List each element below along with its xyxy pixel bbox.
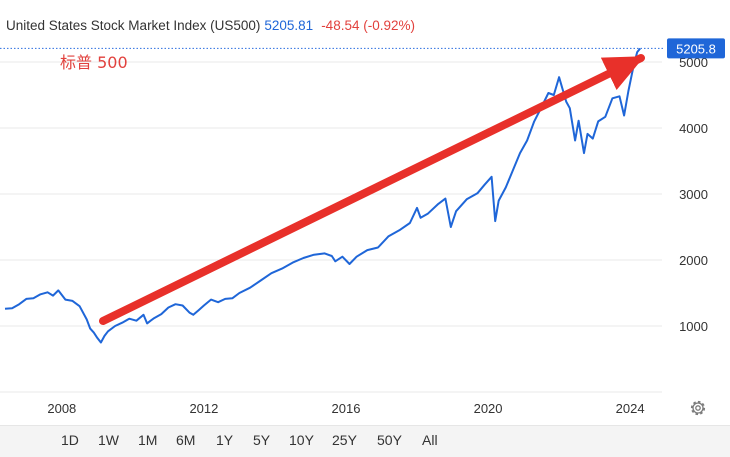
price-badge-label: 5205.8 — [676, 41, 716, 56]
x-tick-label: 2016 — [332, 401, 361, 416]
range-1d-button[interactable]: 1D — [61, 432, 79, 448]
range-all-button[interactable]: All — [422, 432, 438, 448]
range-50y-button[interactable]: 50Y — [377, 432, 402, 448]
settings-gear-icon[interactable] — [688, 398, 708, 418]
price-badge — [667, 38, 725, 59]
chart-header: United States Stock Market Index (US500)… — [6, 18, 415, 33]
range-6m-button[interactable]: 6M — [176, 432, 196, 448]
index-price: 5205.81 — [264, 18, 314, 33]
index-title: United States Stock Market Index (US500) — [6, 18, 261, 33]
x-tick-label: 2008 — [47, 401, 76, 416]
range-1y-button[interactable]: 1Y — [216, 432, 234, 448]
range-10y-button[interactable]: 10Y — [289, 432, 314, 448]
y-tick-label: 3000 — [679, 187, 708, 202]
y-tick-label: 1000 — [679, 319, 708, 334]
x-tick-label: 2012 — [189, 401, 218, 416]
annotation-label: 标普 500 — [60, 53, 128, 72]
us500-series-line — [4, 47, 641, 344]
range-1m-button[interactable]: 1M — [138, 432, 158, 448]
x-tick-label: 2024 — [616, 401, 645, 416]
range-5y-button[interactable]: 5Y — [253, 432, 271, 448]
line-chart: 1000 2000 3000 4000 5000 2008 2012 2016 2020 2024… — [0, 38, 725, 416]
trend-arrow — [99, 54, 645, 325]
range-25y-button[interactable]: 25Y — [332, 432, 357, 448]
y-tick-label: 2000 — [679, 253, 708, 268]
index-change: -48.54 (-0.92%) — [321, 18, 415, 33]
time-range-toolbar: 1D 1W 1M 6M 1Y 5Y 10Y 25Y 50Y All — [0, 425, 730, 457]
range-1w-button[interactable]: 1W — [98, 432, 119, 448]
y-tick-label: 4000 — [679, 121, 708, 136]
y-tick-label: 5000 — [679, 55, 708, 70]
x-tick-label: 2020 — [474, 401, 503, 416]
